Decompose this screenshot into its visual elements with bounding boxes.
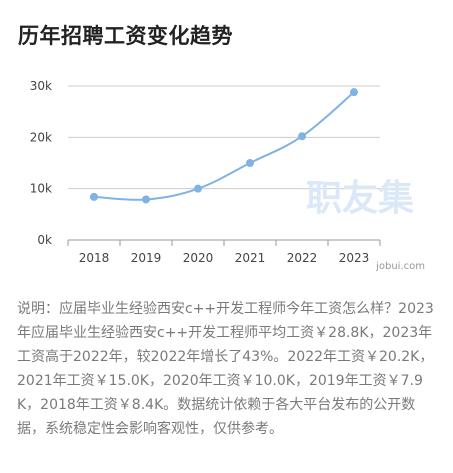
x-tick-label: 2018 <box>79 251 110 265</box>
y-tick-label: 30k <box>30 79 52 93</box>
description-text: 说明：应届毕业生经验西安c++开发工程师今年工资怎么样？2023年应届毕业生经验… <box>17 301 434 437</box>
x-tick-label: 2022 <box>287 251 318 265</box>
x-tick-label: 2019 <box>131 251 162 265</box>
y-tick-label: 10k <box>30 182 52 196</box>
data-point[interactable] <box>350 88 358 97</box>
data-point[interactable] <box>194 184 202 193</box>
data-point[interactable] <box>90 192 98 201</box>
brand-label: jobui.com <box>375 261 425 272</box>
x-axis <box>67 239 381 246</box>
chart-grid <box>68 85 380 190</box>
x-tick-label: 2020 <box>183 251 214 265</box>
y-tick-label: 20k <box>30 130 52 144</box>
tick-labels: 0k 10k 20k 30k 2018 2019 2020 2021 2022 2023 <box>30 79 369 265</box>
x-tick-label: 2023 <box>339 251 370 265</box>
y-tick-label: 0k <box>37 233 52 247</box>
x-tick-label: 2021 <box>235 251 266 265</box>
data-point[interactable] <box>142 195 150 204</box>
salary-trend-chart: 职友集 0k 10k 20k 30k 2018 2019 2020 2021 2022 2023 … <box>0 70 453 280</box>
data-point[interactable] <box>298 132 306 141</box>
chart-series <box>90 88 358 204</box>
data-point[interactable] <box>246 159 254 167</box>
page-title: 历年招聘工资变化趋势 <box>18 24 233 48</box>
watermark-text: 职友集 <box>306 178 414 219</box>
